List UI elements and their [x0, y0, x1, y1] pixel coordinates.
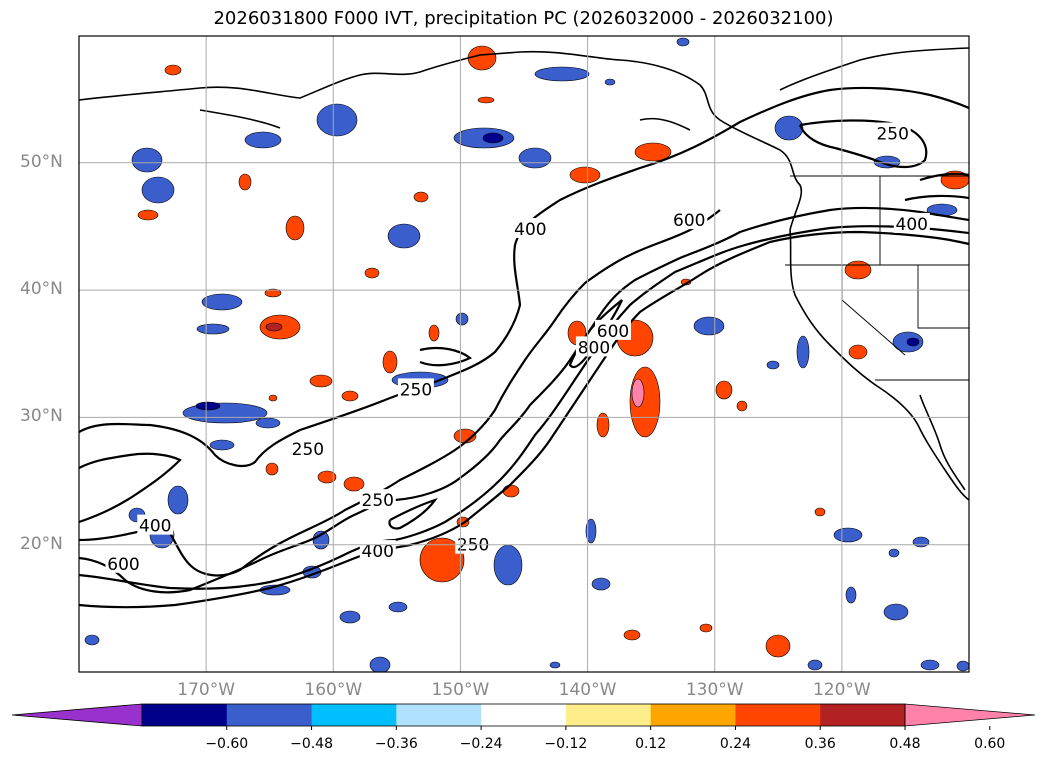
contour-label-background — [893, 212, 930, 233]
colorbar-segment — [565, 704, 652, 726]
contour-label: 600 — [597, 322, 629, 342]
latitude-label: 50°N — [20, 151, 63, 172]
colorbar-segment — [311, 704, 397, 726]
plot-frame — [78, 35, 970, 673]
colorbar-segment — [650, 704, 736, 726]
contour-label: 600 — [673, 211, 705, 231]
contour-label-background — [874, 122, 911, 143]
colorbar-segment — [820, 704, 906, 726]
colorbar-segment — [396, 704, 482, 726]
colorbar-tick-label: −0.60 — [205, 736, 249, 752]
contour-label: 250 — [876, 125, 908, 145]
colorbar-tick-label: −0.24 — [459, 736, 503, 752]
colorbar-tick-label: 0.60 — [974, 736, 1006, 752]
contour-label: 400 — [139, 517, 171, 537]
colorbar-tick-label: −0.36 — [374, 736, 418, 752]
latitude-label: 20°N — [20, 533, 63, 554]
contour-label: 400 — [514, 220, 546, 240]
coastlines — [79, 47, 969, 501]
colorbar-segment — [481, 704, 567, 726]
colorbar-extend-max — [904, 703, 1036, 727]
contour-label: 400 — [362, 542, 394, 562]
colorbar-segment — [142, 704, 228, 726]
colorbar-tick-label: −0.12 — [544, 736, 588, 752]
contour-label-background — [595, 319, 631, 340]
colorbar-tick-label: 0.12 — [635, 736, 667, 752]
contour-label-background — [137, 514, 174, 535]
colorbar-segment — [735, 704, 821, 726]
longitude-label: 160°W — [304, 680, 363, 700]
contour-label-background — [455, 533, 492, 554]
colorbar-tick-label: 0.48 — [889, 736, 921, 752]
precip-blobs — [84, 37, 969, 672]
contour-label-background — [575, 336, 612, 357]
contour-label: 250 — [292, 440, 324, 460]
contour-label-background — [105, 552, 142, 573]
contour-label: 800 — [578, 338, 610, 358]
map-title: 2026031800 F000 IVT, precipitation PC (2… — [213, 8, 834, 29]
contour-label: 400 — [896, 215, 928, 235]
contour-label-background — [289, 438, 326, 459]
ivt-contours — [79, 86, 969, 609]
precip-positive — [137, 45, 969, 658]
contour-label: 250 — [362, 491, 394, 511]
colorbar-tick-label: −0.48 — [290, 736, 333, 752]
gridlines — [79, 36, 969, 672]
longitude-label: 150°W — [431, 680, 490, 700]
contour-label-background — [671, 209, 708, 230]
contour-label: 250 — [400, 380, 432, 400]
colorbar-extend-min — [11, 703, 143, 727]
longitude-label: 140°W — [558, 680, 617, 700]
contour-label-background — [512, 217, 549, 238]
longitude-label: 170°W — [177, 680, 236, 700]
precip-negative — [84, 37, 969, 672]
contour-label: 250 — [457, 536, 489, 556]
contour-label-background — [397, 378, 434, 399]
longitude-label: 120°W — [812, 680, 871, 700]
colorbar-frame — [141, 703, 906, 727]
latitude-label: 30°N — [20, 406, 63, 427]
colorbar-tick-label: 0.24 — [719, 736, 752, 752]
longitude-label: 130°W — [685, 680, 744, 700]
colorbar-segment — [226, 704, 313, 726]
latitude-label: 40°N — [20, 279, 63, 300]
contour-label-background — [359, 489, 396, 510]
contour-label: 600 — [107, 555, 139, 575]
colorbar-tick-label: 0.36 — [804, 736, 836, 752]
